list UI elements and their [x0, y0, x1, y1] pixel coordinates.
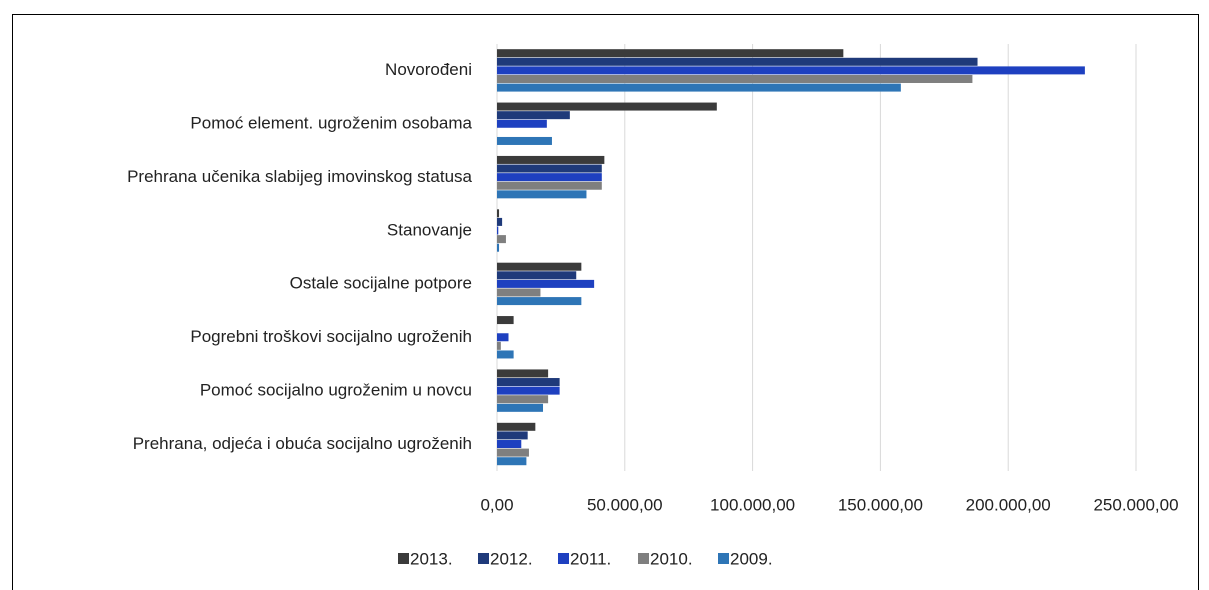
x-tick-label: 50.000,00 [587, 495, 663, 514]
x-tick-label: 200.000,00 [966, 495, 1051, 514]
bar [497, 316, 514, 325]
y-tick-label: Pogrebni troškovi socijalno ugroženih [190, 327, 472, 346]
bar [497, 422, 536, 431]
legend-label: 2011. [570, 549, 611, 568]
bar [497, 243, 500, 252]
bar [497, 395, 549, 404]
bar [497, 350, 514, 359]
bar [497, 173, 602, 182]
y-tick-label: Pomoć socijalno ugroženim u novcu [200, 380, 472, 399]
bar [497, 226, 499, 235]
bar [497, 297, 582, 306]
bar [497, 102, 717, 111]
legend-label: 2013. [410, 549, 453, 568]
bar [497, 74, 973, 83]
y-tick-label: Ostale socijalne potpore [290, 274, 472, 293]
bar [497, 271, 577, 280]
chart-border [12, 14, 1199, 590]
y-tick-label: Prehrana učenika slabijeg imovinskog sta… [127, 167, 472, 186]
bar [497, 457, 527, 466]
bar [497, 164, 602, 173]
bar [497, 288, 541, 297]
y-tick-label: Pomoć element. ugroženim osobama [190, 114, 472, 133]
bar [497, 262, 582, 271]
bar [497, 57, 978, 66]
legend-swatch [398, 553, 409, 564]
x-tick-label: 250.000,00 [1093, 495, 1178, 514]
bar [497, 235, 506, 244]
y-tick-label: Novorođeni [385, 60, 472, 79]
bar [497, 119, 547, 128]
bar [497, 403, 544, 412]
bar [497, 333, 509, 342]
bar [497, 136, 552, 145]
x-tick-label: 100.000,00 [710, 495, 795, 514]
bar [497, 217, 503, 226]
x-tick-label: 150.000,00 [838, 495, 923, 514]
bar [497, 279, 595, 288]
legend-swatch [558, 553, 569, 564]
legend-swatch [638, 553, 649, 564]
bar [497, 66, 1085, 75]
bar [497, 431, 528, 440]
legend-swatch [718, 553, 729, 564]
bar [497, 49, 844, 58]
bar [497, 155, 605, 164]
bar [497, 209, 500, 218]
bar [497, 448, 529, 457]
y-tick-label: Stanovanje [387, 220, 472, 239]
legend-label: 2009. [730, 549, 773, 568]
legend-label: 2010. [650, 549, 693, 568]
legend-swatch [478, 553, 489, 564]
bar [497, 83, 901, 92]
bar [497, 190, 587, 199]
bar [497, 386, 560, 395]
bar [497, 181, 602, 190]
x-tick-label: 0,00 [480, 495, 513, 514]
y-tick-label: Prehrana, odjeća i obuća socijalno ugrož… [133, 434, 472, 453]
bar [497, 369, 549, 378]
bar [497, 440, 522, 449]
bar [497, 341, 501, 350]
bar [497, 111, 570, 120]
legend-label: 2012. [490, 549, 533, 568]
bar [497, 378, 560, 387]
